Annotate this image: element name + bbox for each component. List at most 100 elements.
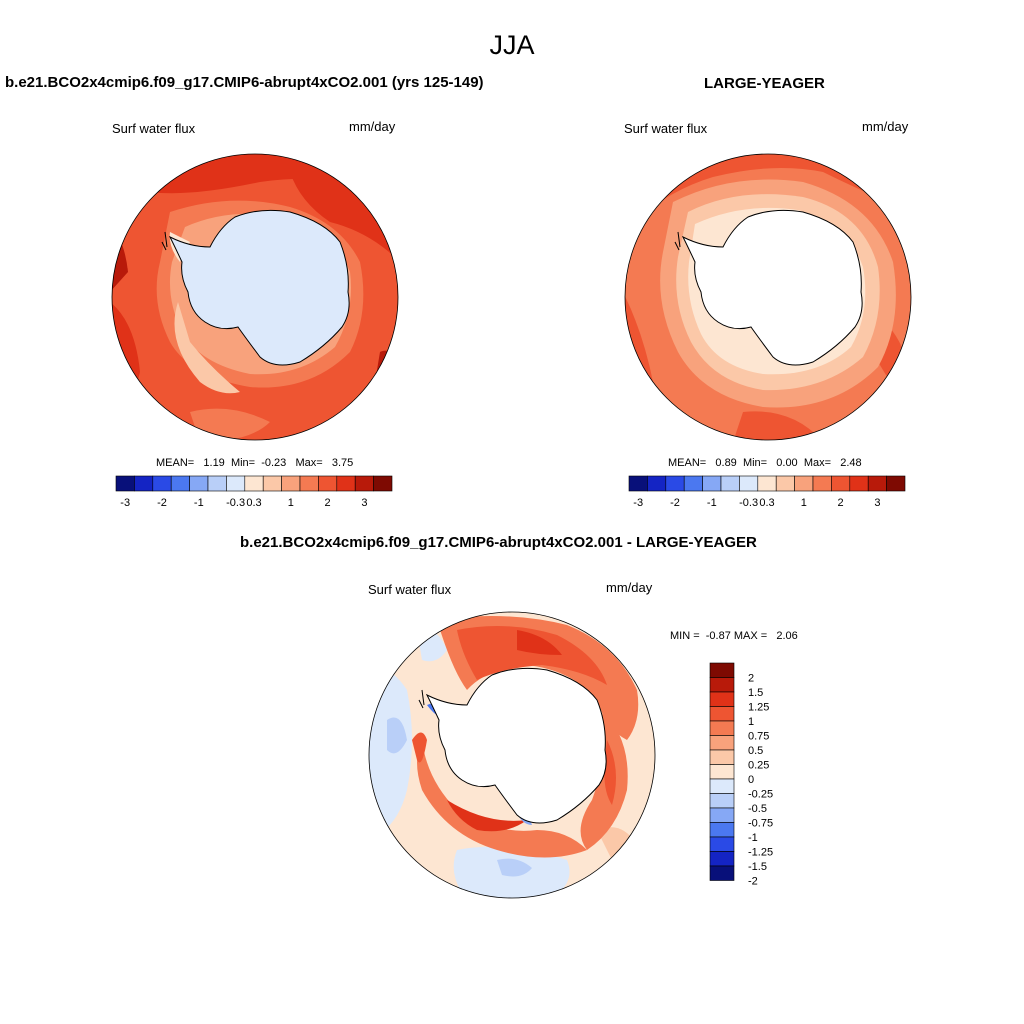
min-label: Min= [742, 457, 768, 469]
colorbar-swatch [702, 475, 722, 492]
colorbar-swatch [262, 475, 282, 492]
colorbar-tick-label: 1 [801, 497, 807, 509]
colorbar-swatch [244, 475, 264, 492]
colorbar-tick-label: -0.25 [748, 789, 773, 801]
colorbar-tick-label: 2 [748, 673, 754, 685]
colorbar-swatch [739, 475, 759, 492]
max-label: Max= [803, 457, 832, 469]
min-label: Min= [230, 457, 256, 469]
colorbar-swatch [709, 662, 735, 678]
panel-model-units-label: mm/day [349, 119, 396, 134]
colorbar-swatch [373, 475, 393, 492]
colorbar-swatch [886, 475, 906, 492]
colorbar-tick-label: 2 [838, 497, 844, 509]
colorbar-swatch [709, 793, 735, 809]
max-label: Max= [295, 457, 323, 469]
colorbar-swatch [115, 475, 135, 492]
panel-obs-units-label: mm/day [862, 119, 909, 134]
colorbar-swatch [709, 865, 735, 881]
colorbar-tick-label: 3 [361, 497, 367, 509]
colorbar-tick-label: -3 [120, 497, 130, 509]
colorbar-swatch [152, 475, 172, 492]
colorbar-swatch [794, 475, 814, 492]
colorbar-swatch [709, 836, 735, 852]
colorbar-tick-label: 0.5 [748, 745, 763, 757]
colorbar-tick-label: -0.3 [739, 497, 758, 509]
mean-label: MEAN= [156, 457, 195, 469]
figure-title: JJA [489, 30, 535, 60]
colorbar-tick-label: -2 [670, 497, 680, 509]
colorbar-swatch [709, 807, 735, 823]
min-value: -0.23 [261, 457, 287, 469]
panel-model-polar-map [111, 153, 399, 441]
colorbar-tick-label: -0.5 [748, 803, 767, 815]
panel-model-stats: MEAN= 1.19 Min= -0.23 Max= 3.75 [156, 457, 353, 469]
panel-model-variable-label: Surf water flux [112, 121, 196, 136]
colorbar-swatch [709, 749, 735, 765]
colorbar-tick-label: 0.3 [246, 497, 261, 509]
colorbar-swatch [867, 475, 887, 492]
colorbar-swatch [709, 677, 735, 693]
min-value: 0.00 [776, 457, 798, 469]
colorbar-tick-label: 0.3 [759, 497, 774, 509]
panel-diff-colorbar: 2 1.5 1.25 1 0.75 0.5 0.25 0 -0.25 -0.5 -0.75 -1 -1.… [709, 662, 773, 888]
colorbar-tick-label: -1.5 [748, 861, 767, 873]
colorbar-tick-label: 1.25 [748, 702, 769, 714]
panel-obs-variable-label: Surf water flux [624, 121, 708, 136]
colorbar-swatch [812, 475, 832, 492]
colorbar-swatch [831, 475, 851, 492]
colorbar-tick-label: -0.75 [748, 818, 773, 830]
colorbar-swatch [849, 475, 869, 492]
colorbar-swatch [665, 475, 685, 492]
panel-obs-polar-map [624, 153, 912, 441]
colorbar-tick-label: -1 [194, 497, 204, 509]
colorbar-swatch [709, 720, 735, 736]
colorbar-swatch [336, 475, 356, 492]
colorbar-swatch [775, 475, 795, 492]
colorbar-tick-label: 1 [288, 497, 294, 509]
panel-obs-header: LARGE-YEAGER [704, 75, 825, 92]
panel-diff-units-label: mm/day [606, 580, 653, 595]
colorbar-swatch [134, 475, 154, 492]
panel-diff-variable-label: Surf water flux [368, 582, 452, 597]
colorbar-swatch [757, 475, 777, 492]
max-value: 2.48 [840, 457, 862, 469]
colorbar-tick-label: 2 [325, 497, 331, 509]
colorbar-swatch [207, 475, 227, 492]
colorbar-swatch [709, 778, 735, 794]
colorbar-tick-label: 0 [748, 774, 754, 786]
mean-value: 0.89 [715, 457, 737, 469]
colorbar-swatch [354, 475, 374, 492]
panel-diff-minmax: MIN = -0.87 MAX = 2.06 [670, 630, 798, 642]
colorbar-tick-label: -1 [748, 832, 758, 844]
colorbar-tick-label: 0.75 [748, 731, 769, 743]
colorbar-tick-label: 1.5 [748, 687, 763, 699]
colorbar-tick-label: -2 [748, 876, 758, 888]
colorbar-swatch [628, 475, 648, 492]
colorbar-swatch [170, 475, 190, 492]
panel-obs-colorbar: -3 -2 -1 -0.3 0.3 1 2 3 [628, 475, 906, 509]
colorbar-tick-label: -1 [707, 497, 717, 509]
colorbar-swatch [709, 735, 735, 751]
max-value: 3.75 [331, 457, 354, 469]
colorbar-tick-label: 1 [748, 716, 754, 728]
colorbar-swatch [683, 475, 703, 492]
colorbar-swatch [647, 475, 667, 492]
colorbar-tick-label: -2 [157, 497, 167, 509]
colorbar-swatch [226, 475, 246, 492]
colorbar-swatch [189, 475, 209, 492]
colorbar-tick-label: -1.25 [748, 847, 773, 859]
colorbar-swatch [709, 706, 735, 722]
mean-label: MEAN= [668, 457, 707, 469]
colorbar-swatch [720, 475, 740, 492]
panel-diff-header: b.e21.BCO2x4cmip6.f09_g17.CMIP6-abrupt4x… [240, 534, 757, 551]
colorbar-swatch [709, 691, 735, 707]
panel-obs-stats: MEAN= 0.89 Min= 0.00 Max= 2.48 [668, 457, 862, 469]
colorbar-swatch [709, 822, 735, 838]
mean-value: 1.19 [203, 457, 225, 469]
colorbar-swatch [299, 475, 319, 492]
colorbar-tick-label: 0.25 [748, 760, 769, 772]
colorbar-tick-label: -3 [633, 497, 643, 509]
colorbar-swatch [318, 475, 338, 492]
panel-diff-polar-map [368, 611, 656, 899]
